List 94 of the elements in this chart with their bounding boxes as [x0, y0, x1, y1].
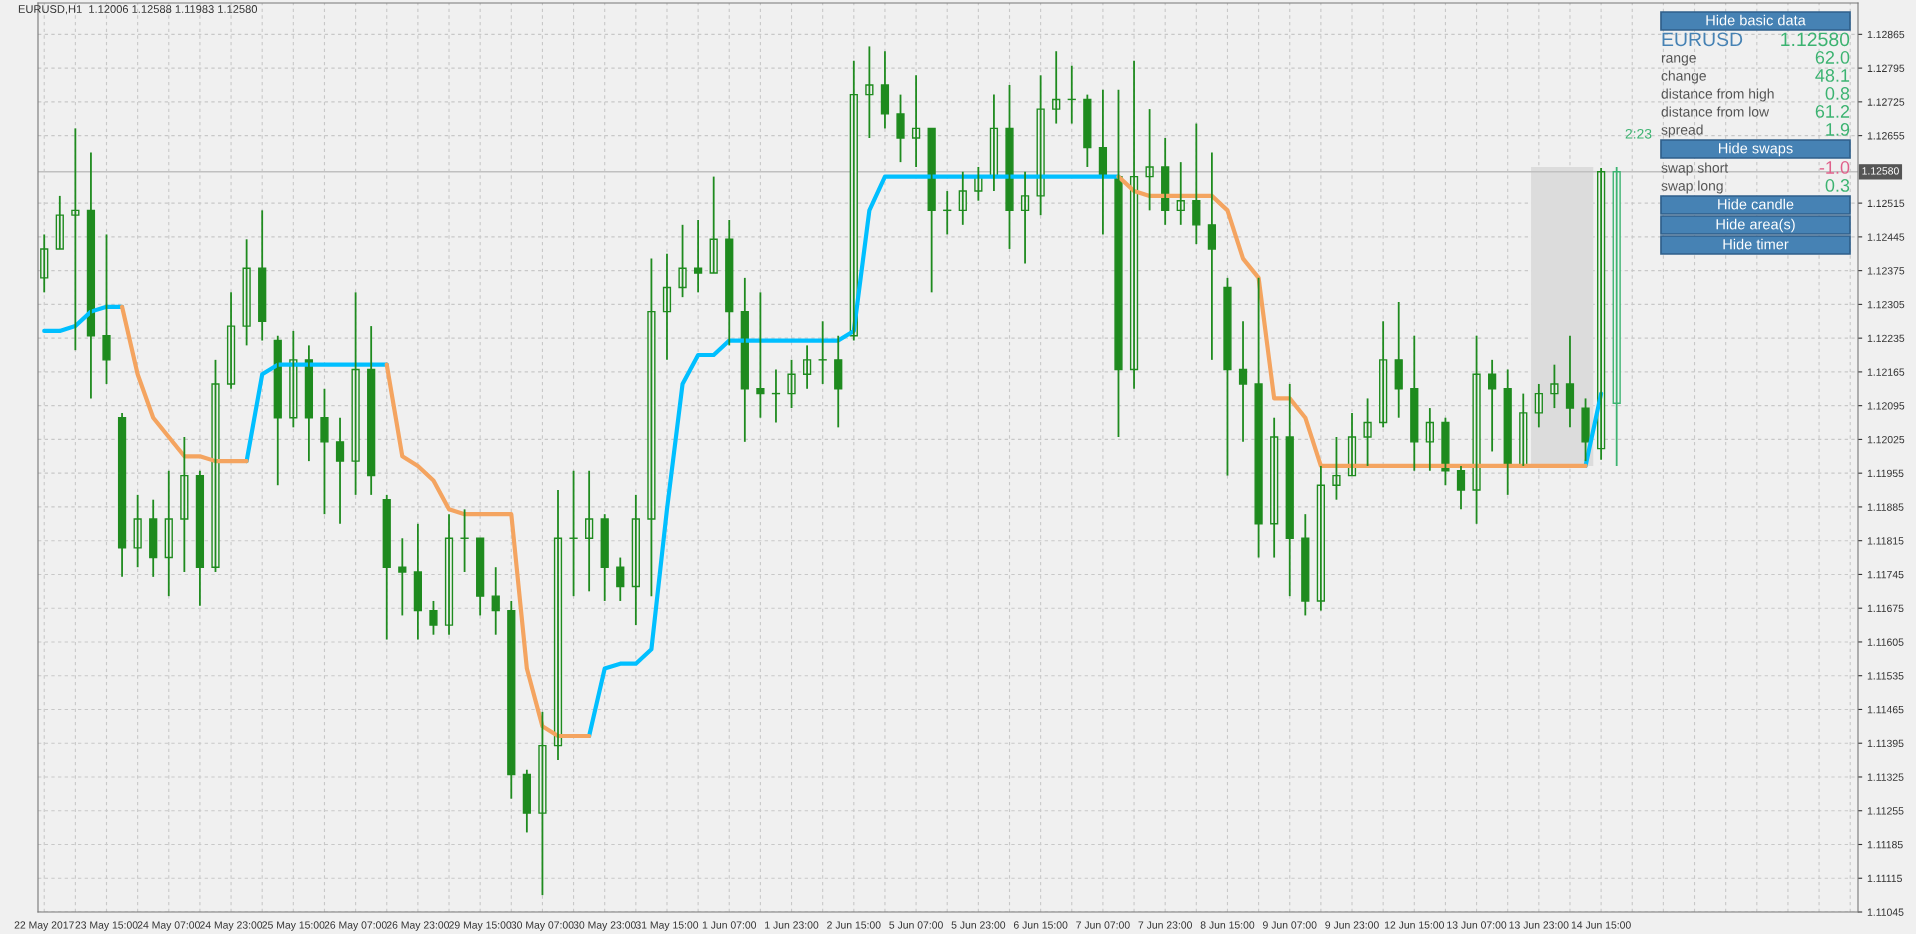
text: 0.8 — [1825, 87, 1850, 100]
text: 61.2 — [1815, 105, 1850, 118]
y-tick-label: 1.12725 — [1867, 98, 1905, 106]
text: 1.9 — [1826, 123, 1850, 136]
annotation: Hide area(s) — [1716, 218, 1795, 233]
candlestick — [1114, 88, 1123, 438]
x-tick-label: 12 Jun 15:00 — [1384, 921, 1444, 929]
y-tick-label: 1.11955 — [1867, 469, 1904, 478]
y-tick-label: 1.11745 — [1867, 571, 1904, 579]
x-tick-label: 22 May 2017 — [14, 921, 74, 931]
y-tick-label: 1.11395 — [1867, 739, 1904, 748]
text: 1.12580 — [1781, 32, 1850, 47]
chart-title: EURUSD,H1 1.12006 1.12588 1.11983 1.12580 — [18, 5, 258, 15]
x-tick-label: 13 Jun 07:00 — [1447, 921, 1507, 929]
annotation: Hide swaps — [1719, 142, 1793, 157]
y-tick-label: 1.12445 — [1867, 233, 1905, 241]
text: 48.1 — [1815, 69, 1850, 82]
candlestick — [320, 387, 329, 516]
y-tick-label: 1.11465 — [1867, 705, 1904, 714]
text: 62.0 — [1815, 51, 1850, 64]
candlestick — [818, 320, 827, 385]
y-tick-label: 1.12865 — [1867, 30, 1905, 39]
x-tick-label: 2 Jun 15:00 — [827, 921, 881, 929]
x-tick-label: 24 May 23:00 — [200, 921, 263, 931]
candlestick — [429, 600, 438, 636]
candlestick — [787, 358, 796, 409]
y-tick-label: 1.11535 — [1867, 672, 1904, 680]
y-tick-label: 1.11605 — [1867, 638, 1904, 646]
x-tick-label: 14 Jun 15:00 — [1571, 921, 1631, 929]
category-label: range — [1661, 55, 1696, 66]
candlestick — [1581, 397, 1590, 463]
annotation: Hide timer — [1723, 238, 1789, 250]
y-tick-label: 1.12025 — [1867, 435, 1905, 444]
candlestick — [1223, 276, 1232, 477]
y-tick-label: 1.11815 — [1867, 537, 1904, 545]
y-tick-label: 1.12375 — [1867, 267, 1905, 275]
y-tick-label: 1.12095 — [1867, 402, 1905, 410]
x-tick-label: 31 May 15:00 — [635, 921, 699, 931]
x-tick-label: 23 May 15:00 — [75, 921, 138, 931]
y-tick-label: 1.12305 — [1867, 300, 1905, 309]
x-tick-label: 1 Jun 23:00 — [765, 921, 819, 929]
ref-line-label: 1.12580 — [1862, 167, 1899, 175]
candlestick — [1550, 363, 1559, 409]
x-tick-label: 26 May 23:00 — [386, 921, 450, 931]
y-tick-label: 1.11045 — [1867, 908, 1904, 916]
x-tick-label: 5 Jun 07:00 — [889, 921, 943, 929]
candlestick — [678, 223, 687, 299]
category-label: distance from low — [1661, 106, 1770, 117]
y-tick-label: 1.11885 — [1867, 503, 1904, 511]
y-tick-label: 1.11675 — [1867, 604, 1904, 613]
x-tick-label: 8 Jun 15:00 — [1200, 921, 1255, 929]
category-label: change — [1661, 70, 1706, 84]
x-tick-label: 13 Jun 23:00 — [1509, 921, 1569, 929]
candlestick — [647, 257, 656, 598]
candlestick — [1332, 436, 1341, 501]
y-tick-label: 1.11115 — [1867, 874, 1902, 883]
y-tick-label: 1.11255 — [1867, 807, 1904, 815]
candlestick — [1472, 334, 1481, 525]
category-label: swap long — [1661, 180, 1723, 194]
category-label: distance from high — [1661, 88, 1774, 102]
y-tick-label: 1.11325 — [1867, 773, 1904, 781]
x-tick-label: 5 Jun 23:00 — [951, 921, 1006, 929]
text: -1.0 — [1819, 161, 1850, 174]
x-tick-label: 25 May 15:00 — [262, 921, 325, 931]
annotation: Hide candle — [1718, 198, 1794, 210]
candlestick — [538, 710, 547, 897]
candlestick — [102, 233, 111, 385]
category-label: spread — [1661, 124, 1703, 138]
y-tick-label: 1.11185 — [1867, 840, 1903, 849]
annotation: Hide basic data — [1706, 14, 1806, 26]
x-tick-label: 26 May 07:00 — [324, 921, 387, 931]
x-tick-label: 9 Jun 23:00 — [1325, 921, 1379, 929]
x-tick-label: 7 Jun 07:00 — [1076, 921, 1130, 929]
annotation: 2:23 — [1625, 128, 1652, 139]
category-label: EURUSD — [1662, 32, 1743, 47]
y-tick-label: 1.12795 — [1867, 64, 1905, 72]
x-tick-label: 7 Jun 23:00 — [1138, 921, 1192, 929]
candlestick — [1005, 84, 1014, 250]
x-tick-label: 30 May 07:00 — [511, 921, 574, 931]
x-tick-label: 29 May 15:00 — [449, 921, 512, 931]
y-tick-label: 1.12165 — [1867, 368, 1905, 376]
category-label: swap short — [1661, 162, 1729, 176]
x-tick-label: 1 Jun 07:00 — [702, 921, 757, 929]
x-tick-label: 6 Jun 15:00 — [1013, 921, 1068, 929]
text: 0.3 — [1825, 179, 1850, 192]
candlestick — [896, 93, 905, 164]
x-tick-label: 24 May 07:00 — [137, 921, 200, 931]
y-tick-label: 1.12655 — [1867, 132, 1905, 140]
y-tick-label: 1.12515 — [1867, 199, 1905, 207]
x-tick-label: 30 May 23:00 — [573, 921, 636, 931]
x-tick-label: 9 Jun 07:00 — [1263, 921, 1317, 929]
y-tick-label: 1.12235 — [1867, 334, 1905, 343]
candlestick — [1363, 397, 1372, 467]
candlestick — [211, 358, 220, 573]
